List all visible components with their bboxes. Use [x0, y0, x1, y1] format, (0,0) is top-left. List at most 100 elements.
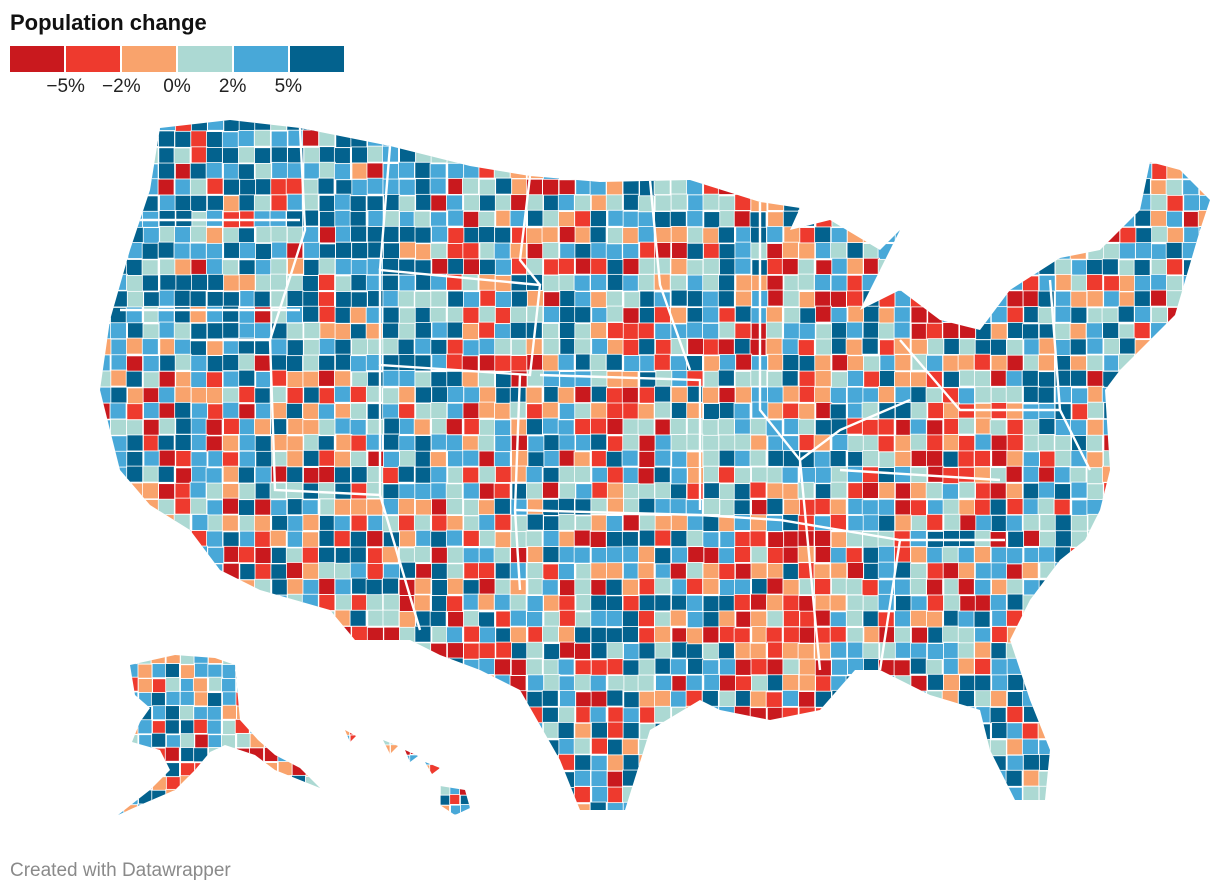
- county-cell: [766, 120, 784, 132]
- county-cell: [1182, 417, 1200, 435]
- county-cell: [1038, 337, 1056, 355]
- county-cell: [558, 753, 575, 771]
- county-cell: [221, 664, 237, 679]
- county-cell: [351, 338, 369, 356]
- county-cell: [749, 130, 767, 148]
- county-cell: [127, 226, 145, 244]
- county-cell: [178, 803, 194, 815]
- county-cell: [1038, 785, 1056, 803]
- county-cell: [622, 769, 639, 787]
- county-cell: [862, 209, 879, 227]
- county-cell: [1086, 802, 1103, 810]
- county-cell: [926, 354, 943, 372]
- county-cell: [143, 562, 161, 579]
- county-cell: [974, 803, 992, 810]
- county-cell: [958, 819, 974, 830]
- county-cell: [702, 705, 720, 723]
- county-cell: [317, 674, 335, 691]
- county-cell: [878, 225, 896, 243]
- county-cell: [718, 547, 736, 565]
- county-cell: [1151, 771, 1169, 789]
- county-cell: [703, 178, 721, 196]
- county-cell: [541, 706, 559, 724]
- county-cell: [222, 305, 240, 323]
- county-cell: [781, 706, 799, 724]
- county-cell: [263, 762, 278, 777]
- county-cell: [206, 563, 224, 581]
- county-cell: [654, 498, 672, 516]
- legend-tick-label: 2%: [218, 76, 247, 97]
- county-cell: [1086, 818, 1102, 830]
- county-cell: [941, 802, 959, 810]
- county-cell: [783, 322, 801, 340]
- county-cell: [254, 547, 272, 564]
- county-cell: [141, 163, 159, 181]
- county-cell: [942, 370, 960, 388]
- county-cell: [271, 546, 288, 564]
- county-cell: [345, 734, 350, 746]
- county-cell: [686, 210, 704, 228]
- county-cell: [1071, 178, 1089, 196]
- county-cell: [158, 370, 176, 388]
- county-cell: [238, 803, 256, 810]
- county-cell: [293, 818, 307, 830]
- county-cell: [959, 242, 977, 260]
- county-cell: [143, 643, 161, 661]
- county-cell: [527, 546, 545, 563]
- county-cell: [910, 146, 928, 164]
- county-cell: [137, 761, 153, 776]
- county-cell: [1087, 193, 1105, 211]
- county-cell: [143, 434, 160, 452]
- county-cell: [557, 257, 575, 275]
- county-cell: [1118, 818, 1134, 830]
- county-cell: [319, 226, 336, 244]
- county-cell: [335, 594, 352, 612]
- county-cell: [254, 563, 272, 581]
- county-cell: [989, 707, 1007, 724]
- county-cell: [447, 706, 464, 724]
- county-cell: [194, 762, 210, 778]
- county-cell: [1182, 482, 1200, 500]
- county-cell: [302, 178, 320, 196]
- county-cell: [207, 546, 225, 564]
- county-cell: [1038, 403, 1056, 421]
- county-cell: [1022, 785, 1040, 803]
- county-cell: [670, 386, 688, 404]
- county-cell: [910, 818, 926, 830]
- county-cell: [100, 690, 112, 708]
- county-cell: [669, 211, 687, 228]
- county-cell: [1198, 594, 1210, 612]
- county-cell: [1165, 369, 1183, 387]
- county-cell: [207, 514, 225, 532]
- county-cell: [430, 242, 448, 260]
- county-cell: [1181, 305, 1199, 323]
- county-cell: [222, 655, 238, 666]
- county-cell: [303, 657, 321, 675]
- county-cell: [399, 730, 411, 736]
- county-cell: [798, 674, 816, 692]
- county-cell: [460, 804, 470, 815]
- county-cell: [911, 275, 928, 293]
- county-cell: [1006, 722, 1024, 740]
- county-cell: [398, 274, 416, 292]
- county-cell: [478, 321, 496, 339]
- county-cell: [359, 804, 371, 815]
- county-cell: [654, 625, 672, 643]
- county-cell: [958, 338, 976, 356]
- county-cell: [574, 418, 592, 436]
- county-cell: [910, 657, 927, 675]
- county-cell: [686, 515, 704, 533]
- county-cell: [494, 674, 512, 692]
- county-cell: [359, 794, 371, 806]
- county-cell: [236, 705, 252, 721]
- county-cell: [100, 530, 111, 547]
- county-cell: [717, 130, 735, 148]
- county-cell: [574, 291, 592, 309]
- county-cell: [943, 609, 961, 627]
- county-cell: [1037, 497, 1055, 515]
- county-cell: [110, 673, 128, 691]
- county-cell: [1007, 226, 1025, 244]
- county-cell: [766, 786, 784, 804]
- county-cell: [685, 738, 703, 756]
- county-cell: [158, 483, 176, 501]
